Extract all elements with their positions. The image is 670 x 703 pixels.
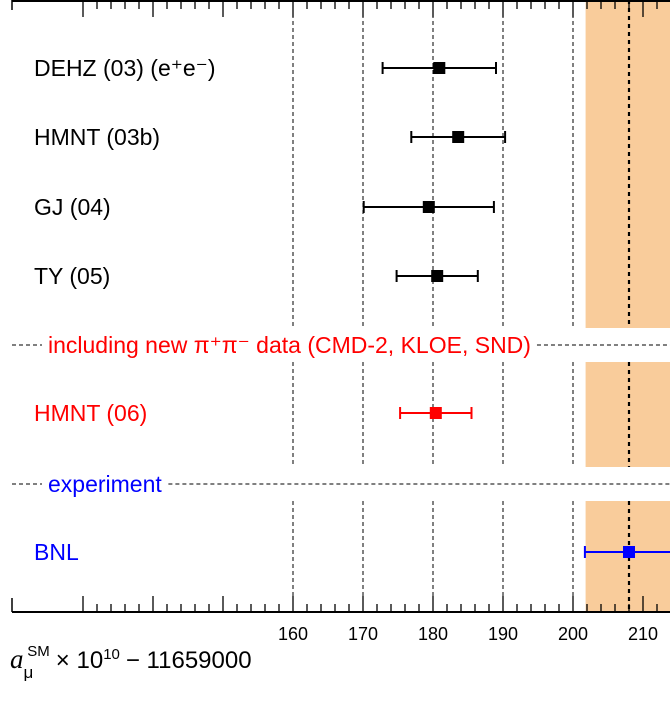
entry-labels-layer: DEHZ (03) (e⁺e⁻) HMNT (03b) GJ (04) TY (05)…	[34, 55, 215, 565]
experiment-band-segment	[585, 362, 670, 467]
experiment-band-segment	[585, 0, 670, 328]
entry-label: HMNT (06)	[34, 400, 147, 426]
section-layer: including new π⁺π⁻ data (CMD-2, KLOE, SN…	[12, 332, 670, 497]
x-tick-label: 200	[558, 624, 588, 644]
data-point-marker	[623, 546, 635, 558]
entry-label: BNL	[34, 539, 79, 565]
data-point-marker	[431, 270, 444, 282]
axis-layer: 160 170 180 190 200 210	[11, 0, 670, 644]
x-axis-subscript: μ	[24, 663, 34, 682]
data-point-marker	[429, 407, 442, 419]
entry-label: GJ (04)	[34, 194, 111, 220]
x-axis-multiplier: × 10	[56, 647, 103, 674]
x-tick-label: 210	[628, 624, 658, 644]
section-header-text: experiment	[48, 471, 162, 497]
section-header-text: including new π⁺π⁻ data (CMD-2, KLOE, SN…	[48, 332, 531, 358]
x-tick-label: 190	[488, 624, 518, 644]
entry-label: DEHZ (03) (e⁺e⁻)	[34, 55, 215, 81]
x-tick-label: 160	[278, 624, 308, 644]
x-axis-symbol: a	[10, 644, 24, 674]
data-point-marker	[422, 201, 435, 213]
x-axis-superscript: SM	[27, 643, 50, 660]
data-point-marker	[433, 62, 446, 74]
entry-label: TY (05)	[34, 263, 110, 289]
x-axis-exponent: 10	[103, 646, 120, 663]
x-tick-label: 170	[348, 624, 378, 644]
x-axis-offset: − 11659000	[126, 647, 252, 674]
x-axis-label: aμ SM × 1010 − 11659000	[10, 643, 252, 682]
x-tick-label: 180	[418, 624, 448, 644]
marks-layer	[362, 62, 670, 558]
data-point-marker	[452, 131, 465, 143]
entry-label: HMNT (03b)	[34, 124, 160, 150]
experiment-band-layer	[585, 0, 670, 612]
